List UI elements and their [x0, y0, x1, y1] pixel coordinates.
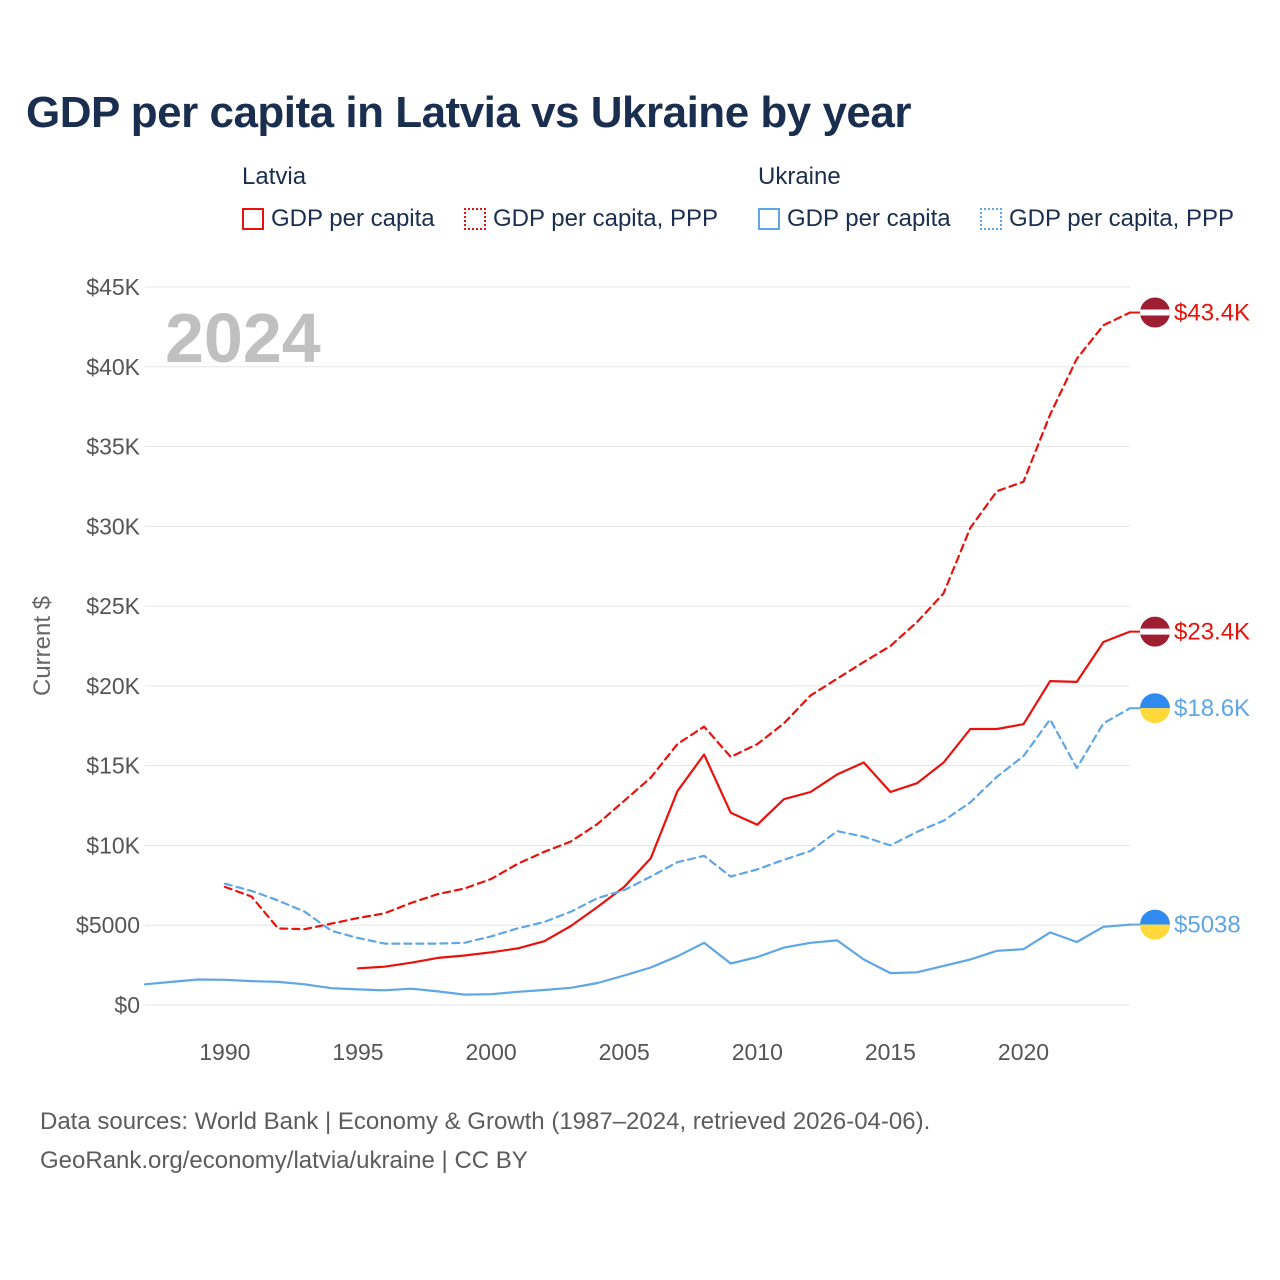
flag-body: [1140, 616, 1170, 647]
footer-link[interactable]: GeoRank.org/economy/latvia/ukraine | CC …: [40, 1147, 528, 1174]
legend-swatch-dotted-blue: [980, 208, 1002, 230]
end-markers: $43.4K $23.4K $18.6K $5038: [1130, 297, 1250, 940]
legend-item-latvia-gdp-ppp[interactable]: GDP per capita, PPP: [464, 205, 718, 233]
legend-label: GDP per capita, PPP: [493, 205, 718, 232]
footer-sources: Data sources: World Bank | Economy & Gro…: [40, 1108, 931, 1135]
x-tick-label: 2010: [732, 1039, 783, 1065]
end-value-label: $43.4K: [1174, 300, 1250, 327]
y-axis: $0 $5000 $10K $15K $20K $25K $30K $35K $40K $45K: [76, 274, 141, 1018]
legend-swatch-dotted-red: [464, 208, 486, 230]
flag-body: [1140, 297, 1170, 328]
end-value-label: $23.4K: [1174, 619, 1250, 646]
flag-stripe: [1140, 628, 1170, 635]
legend-item-ukraine-gdp[interactable]: GDP per capita: [758, 205, 951, 233]
y-tick-label: $5000: [76, 912, 140, 938]
series-line-0: [223, 311, 1132, 931]
y-tick-label: $45K: [86, 274, 140, 300]
legend-item-ukraine-gdp-ppp[interactable]: GDP per capita, PPP: [980, 205, 1234, 233]
flag-body: [1140, 909, 1170, 940]
y-axis-label: Current $: [29, 596, 56, 696]
series: [143, 311, 1132, 996]
flag-top: [1140, 693, 1170, 709]
ukraine-flag-icon: [1140, 693, 1170, 724]
x-tick-label: 2020: [998, 1039, 1049, 1065]
x-tick-label: 2015: [865, 1039, 916, 1065]
legend-swatch-solid-red: [242, 208, 264, 230]
chart-title: GDP per capita in Latvia vs Ukraine by y…: [26, 88, 912, 137]
latvia-flag-icon: [1140, 297, 1170, 328]
y-tick-label: $35K: [86, 434, 140, 460]
legend-swatch-solid-blue: [758, 208, 780, 230]
series-line-1: [356, 630, 1132, 970]
flag-bottom: [1140, 708, 1170, 724]
x-tick-label: 2000: [465, 1039, 516, 1065]
year-watermark: 2024: [165, 299, 321, 377]
legend-label: GDP per capita: [787, 205, 951, 232]
y-tick-label: $10K: [86, 832, 140, 858]
flag-bottom: [1140, 924, 1170, 940]
end-value-label: $18.6K: [1174, 695, 1250, 722]
latvia-flag-icon: [1140, 616, 1170, 647]
series-line-3: [143, 923, 1132, 996]
y-tick-label: $40K: [86, 354, 140, 380]
grid: [145, 286, 1130, 1006]
x-tick-label: 1990: [199, 1039, 250, 1065]
legend-label: GDP per capita: [271, 205, 435, 232]
y-tick-label: $25K: [86, 593, 140, 619]
legend-group-latvia: Latvia: [242, 163, 307, 190]
flag-stripe: [1140, 309, 1170, 316]
flag-top: [1140, 909, 1170, 925]
y-tick-label: $20K: [86, 673, 140, 699]
legend-group-ukraine: Ukraine: [758, 163, 841, 190]
series-line-2: [223, 707, 1132, 945]
legend-item-latvia-gdp[interactable]: GDP per capita: [242, 205, 435, 233]
ukraine-flag-icon: [1140, 909, 1170, 940]
legend-label: GDP per capita, PPP: [1009, 205, 1234, 232]
x-tick-label: 2005: [599, 1039, 650, 1065]
flag-body: [1140, 693, 1170, 724]
x-axis: 1990 1995 2000 2005 2010 2015 2020: [199, 1039, 1049, 1065]
line-chart: $0$5000$10K$15K$20K$25K$30K$35K$40K$45K …: [29, 274, 1250, 1065]
x-tick-label: 1995: [332, 1039, 383, 1065]
y-tick-label: $30K: [86, 513, 140, 539]
y-tick-label: $15K: [86, 753, 140, 779]
end-value-label: $5038: [1174, 912, 1241, 939]
y-tick-label: $0: [114, 992, 140, 1018]
